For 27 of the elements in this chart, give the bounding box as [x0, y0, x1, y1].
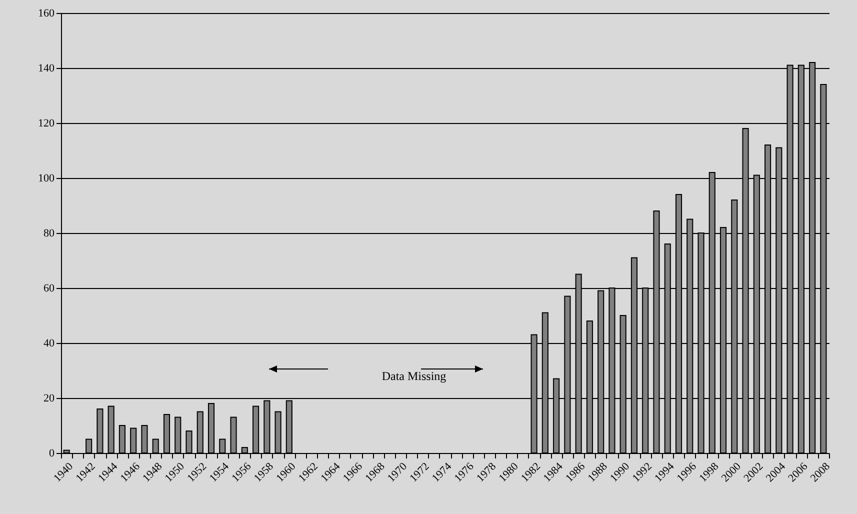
bar	[108, 406, 114, 454]
y-tick-label: 0	[49, 448, 55, 460]
bar	[96, 408, 104, 454]
bar	[141, 425, 148, 454]
bar	[241, 447, 248, 454]
y-tick-label: 160	[38, 8, 55, 20]
bar	[118, 425, 126, 454]
bar	[196, 411, 204, 454]
bar	[252, 406, 260, 454]
y-tick-label: 120	[38, 118, 55, 130]
y-tick-label: 80	[44, 228, 55, 240]
bar	[130, 428, 137, 454]
y-tick-label: 100	[38, 172, 55, 184]
bar	[152, 438, 159, 454]
bar	[208, 403, 215, 454]
bar	[174, 416, 182, 454]
bar	[219, 438, 226, 454]
bar	[186, 430, 192, 454]
annotation: Data Missing	[382, 369, 446, 383]
bar	[274, 411, 282, 454]
bar	[163, 414, 170, 454]
bar	[230, 416, 237, 454]
y-tick-label: 140	[38, 62, 55, 74]
bar	[86, 438, 92, 454]
y-tick-label: 20	[44, 392, 55, 404]
y-tick-label: 40	[44, 338, 55, 350]
y-tick-label: 60	[44, 282, 55, 294]
